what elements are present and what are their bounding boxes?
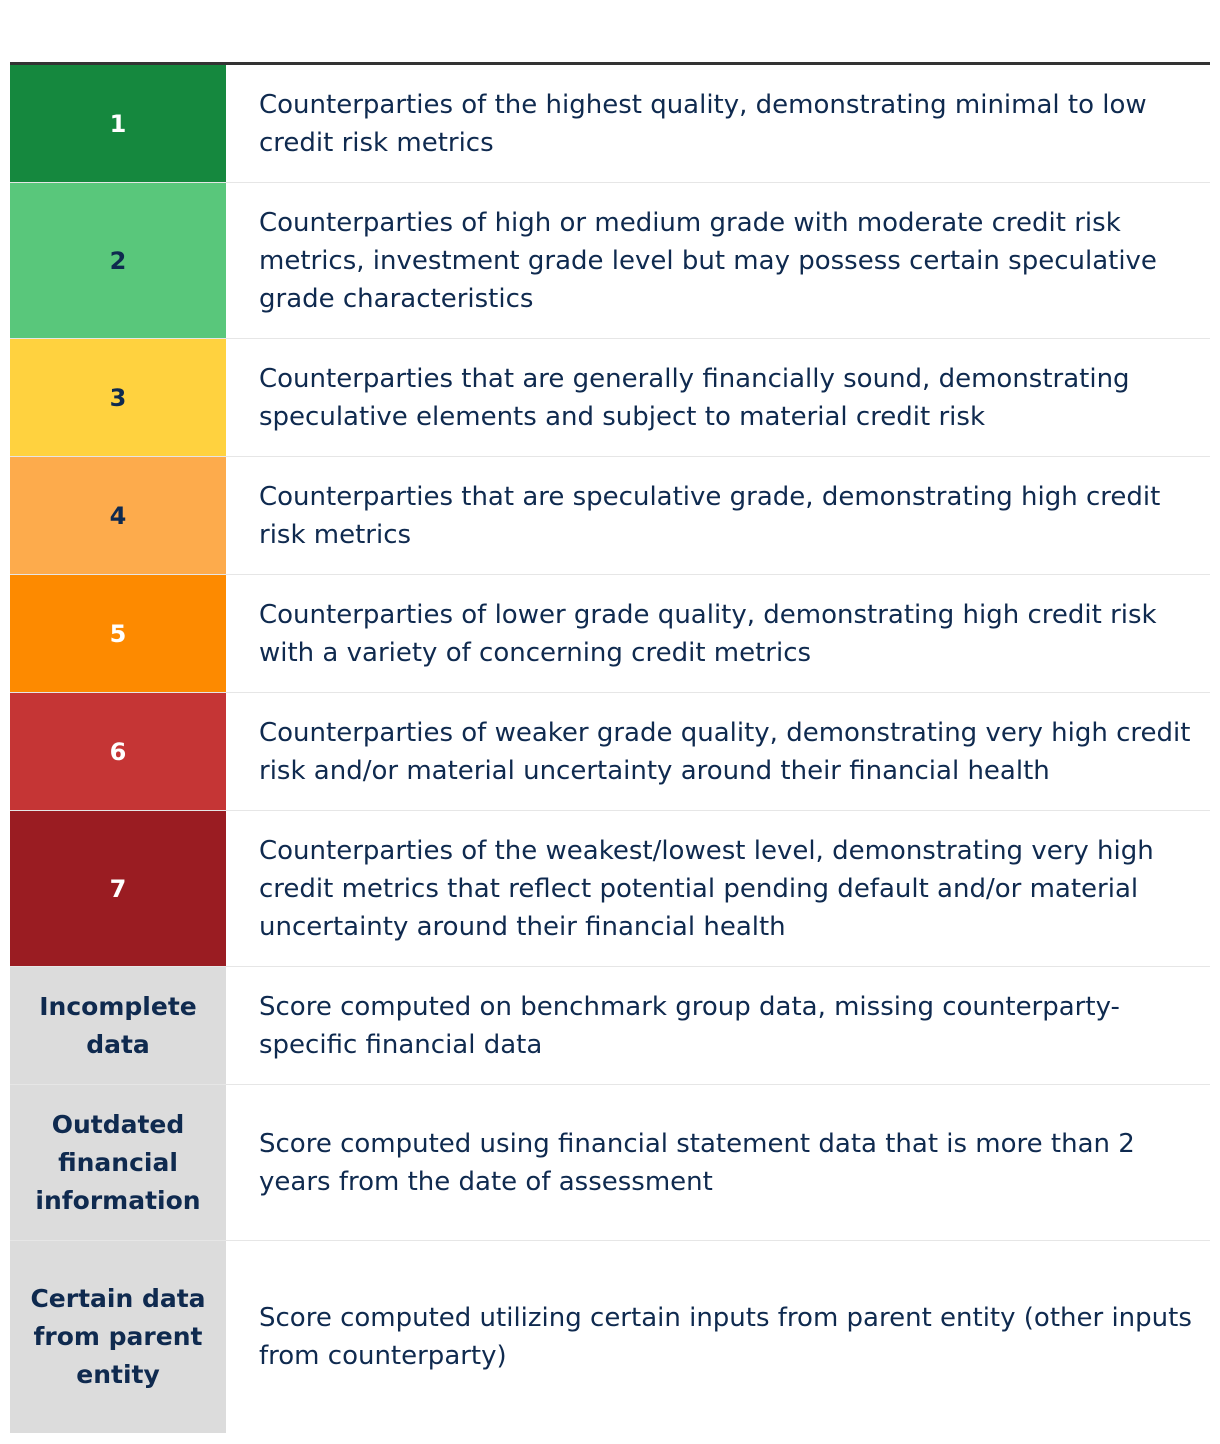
table-row: 7 Counterparties of the weakest/lowest l…: [10, 811, 1210, 967]
description-text: Counterparties of the weakest/lowest lev…: [259, 835, 1154, 942]
score-cell: 7: [10, 811, 226, 966]
score-cell: 1: [10, 65, 226, 182]
description-cell: Counterparties that are generally financ…: [226, 339, 1210, 456]
score-cell: Outdated financial information: [10, 1085, 226, 1240]
score-legend-table: 1 Counterparties of the highest quality,…: [10, 62, 1210, 1433]
table-row: 3 Counterparties that are generally fina…: [10, 339, 1210, 457]
description-text: Counterparties of lower grade quality, d…: [259, 599, 1157, 668]
score-cell: Incomplete data: [10, 967, 226, 1084]
description-text: Counterparties of the highest quality, d…: [259, 89, 1147, 158]
description-cell: Score computed utilizing certain inputs …: [226, 1241, 1210, 1433]
description-cell: Counterparties that are speculative grad…: [226, 457, 1210, 574]
description-cell: Score computed on benchmark group data, …: [226, 967, 1210, 1084]
description-text: Score computed on benchmark group data, …: [259, 991, 1120, 1060]
score-cell: 2: [10, 183, 226, 338]
description-cell: Counterparties of the weakest/lowest lev…: [226, 811, 1210, 966]
description-cell: Counterparties of high or medium grade w…: [226, 183, 1210, 338]
table-row: 2 Counterparties of high or medium grade…: [10, 183, 1210, 339]
description-text: Counterparties that are generally financ…: [259, 363, 1130, 432]
score-cell: 6: [10, 693, 226, 810]
table-row: Outdated financial information Score com…: [10, 1085, 1210, 1241]
table-row: 4 Counterparties that are speculative gr…: [10, 457, 1210, 575]
score-cell: 3: [10, 339, 226, 456]
table-row: 6 Counterparties of weaker grade quality…: [10, 693, 1210, 811]
description-cell: Counterparties of the highest quality, d…: [226, 65, 1210, 182]
table-row: Incomplete data Score computed on benchm…: [10, 967, 1210, 1085]
description-text: Score computed utilizing certain inputs …: [259, 1303, 1192, 1371]
score-cell: 4: [10, 457, 226, 574]
description-text: Counterparties of high or medium grade w…: [259, 207, 1157, 314]
table-row: Certain data from parent entity Score co…: [10, 1241, 1210, 1433]
description-cell: Counterparties of weaker grade quality, …: [226, 693, 1210, 810]
description-text: Counterparties that are speculative grad…: [259, 481, 1161, 550]
table-row: 1 Counterparties of the highest quality,…: [10, 65, 1210, 183]
description-text: Counterparties of weaker grade quality, …: [259, 717, 1191, 786]
description-text: Score computed using financial statement…: [259, 1128, 1135, 1197]
score-cell: 5: [10, 575, 226, 692]
description-cell: Score computed using financial statement…: [226, 1085, 1210, 1240]
score-cell: Certain data from parent entity: [10, 1241, 226, 1433]
description-cell: Counterparties of lower grade quality, d…: [226, 575, 1210, 692]
table-row: 5 Counterparties of lower grade quality,…: [10, 575, 1210, 693]
